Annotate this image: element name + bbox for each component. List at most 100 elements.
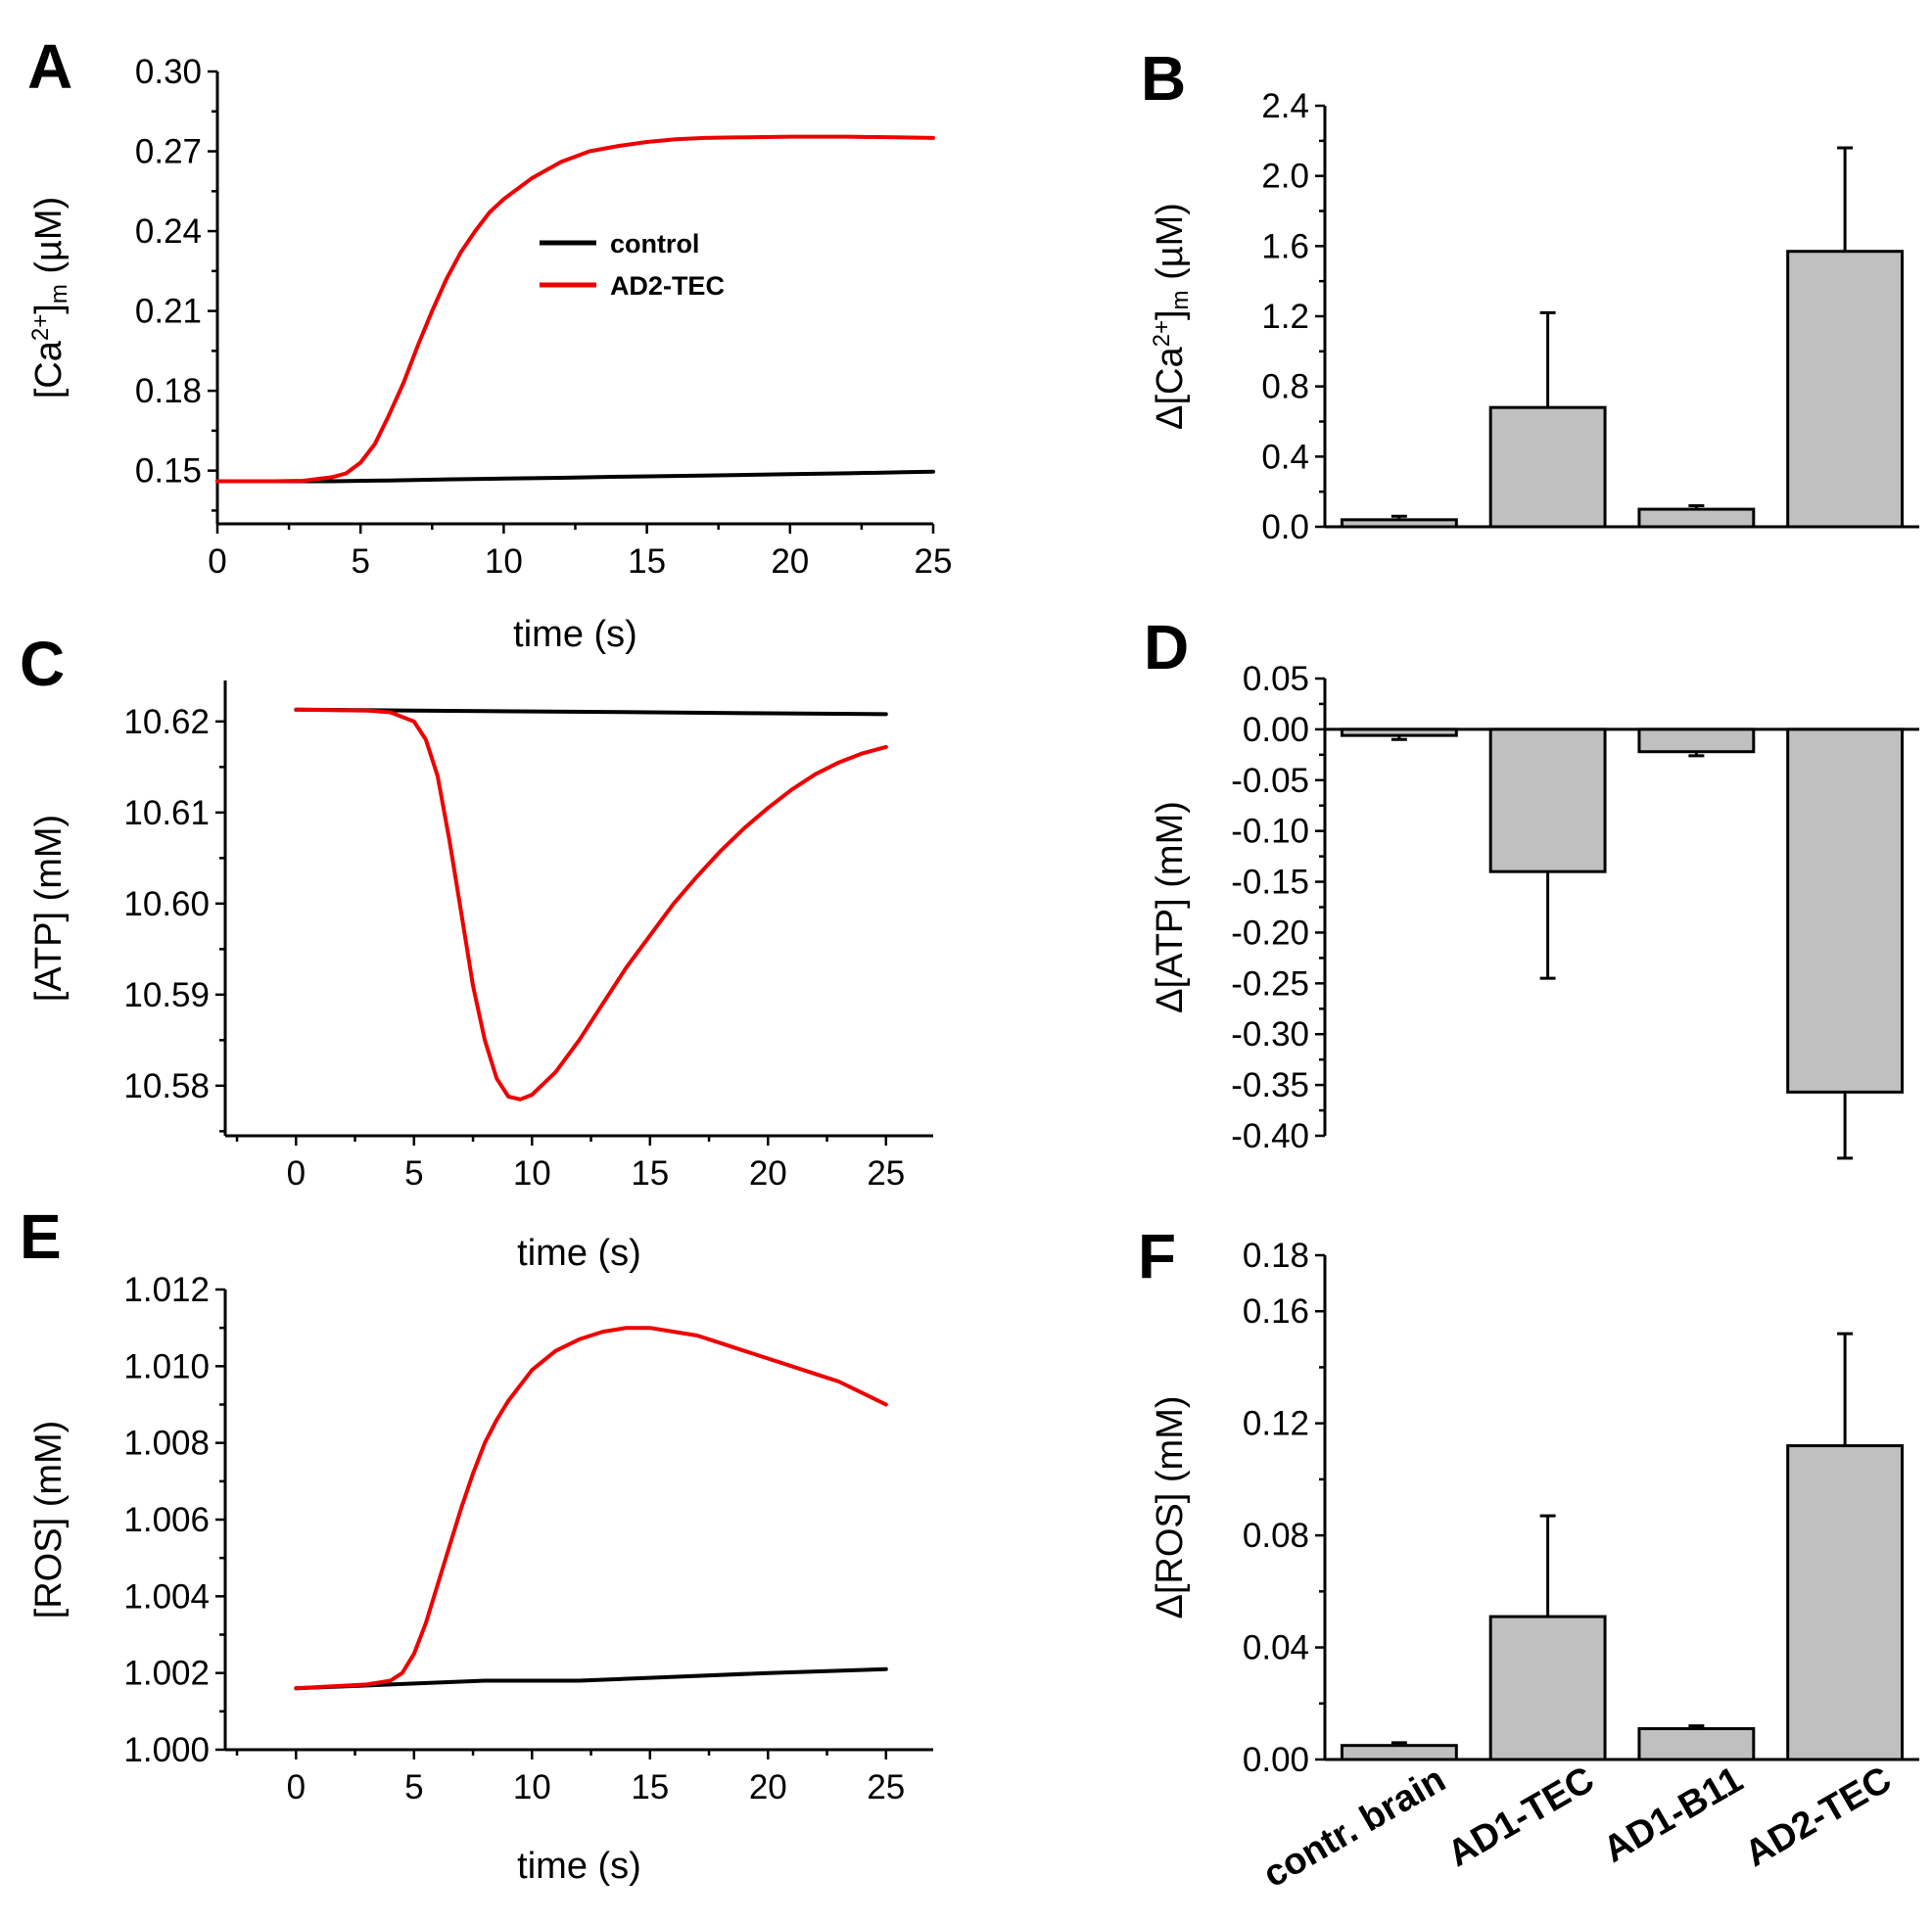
y-axis-title-f: Δ[ROS] (mM) <box>1150 1395 1191 1618</box>
y-axis-title-main: [Ca <box>28 340 70 399</box>
x-tick-label-a: 5 <box>351 542 369 581</box>
y-tick-label-d: -0.05 <box>1231 762 1309 800</box>
x-tick-label-e: 20 <box>749 1768 787 1806</box>
x-category-label-f: AD1-TEC <box>1441 1759 1602 1875</box>
y-tick-label-a: 0.24 <box>135 212 202 251</box>
bar-d <box>1340 727 1458 737</box>
x-tick-label-a: 25 <box>915 542 953 581</box>
bar-d <box>1637 727 1756 754</box>
y-axis-title-text: Δ[ATP] (mM) <box>1150 801 1191 1013</box>
y-axis-title-c: [ATP] (mM) <box>28 815 70 1002</box>
x-category-label-f: contr. brain <box>1256 1759 1452 1896</box>
y-tick-label-c: 10.59 <box>123 976 210 1014</box>
y-tick-label-f: 0.12 <box>1243 1405 1309 1443</box>
bar-d <box>1786 727 1905 1094</box>
x-tick-label-e: 5 <box>404 1768 423 1806</box>
y-axis-title-text: [ROS] (mM) <box>28 1421 70 1619</box>
y-tick-label-d: -0.20 <box>1231 914 1309 952</box>
y-axis-title-unit: (µM) <box>1150 203 1191 290</box>
x-category-label-f: AD2-TEC <box>1738 1759 1899 1875</box>
x-tick-label-e: 10 <box>513 1768 551 1806</box>
x-tick-label-a: 0 <box>208 542 226 581</box>
x-tick-label-c: 0 <box>287 1154 306 1193</box>
x-axis-title-a: time (s) <box>513 614 637 655</box>
series-line-control <box>215 469 935 484</box>
x-tick-label-c: 20 <box>749 1154 787 1193</box>
y-axis-title-sub: m <box>46 284 72 304</box>
y-axis-title-b: Δ[Ca2+]m (µM) <box>1149 203 1194 430</box>
panel-letter-e: E <box>20 1201 62 1272</box>
y-tick-label-e: 1.002 <box>123 1655 210 1693</box>
y-tick-label-d: -0.30 <box>1231 1015 1309 1054</box>
y-axis-title-sup: 2+ <box>1149 320 1175 347</box>
x-axis-title-c: time (s) <box>517 1233 641 1274</box>
legend-label: control <box>610 229 700 258</box>
y-tick-label-d: 0.00 <box>1243 711 1309 749</box>
series-line-ad2-tec <box>294 1326 888 1691</box>
series-line-control <box>294 1666 888 1691</box>
panel-letter-f: F <box>1138 1221 1176 1291</box>
y-tick-label-e: 1.012 <box>123 1271 210 1309</box>
y-axis-title-unit: (µM) <box>28 197 70 284</box>
series-line-control <box>294 707 888 717</box>
y-axis-title-text: [ATP] (mM) <box>28 815 70 1002</box>
panel-letter-d: D <box>1144 612 1189 682</box>
x-tick-label-c: 10 <box>513 1154 551 1193</box>
y-tick-label-b: 2.0 <box>1261 158 1309 196</box>
y-tick-label-f: 0.16 <box>1243 1292 1309 1331</box>
y-tick-label-d: -0.40 <box>1231 1117 1309 1155</box>
legend-label: AD2-TEC <box>610 271 725 301</box>
y-tick-label-e: 1.010 <box>123 1347 210 1385</box>
x-tick-label-e: 15 <box>631 1768 669 1806</box>
panel-letter-c: C <box>20 629 65 699</box>
x-tick-label-a: 15 <box>628 542 666 581</box>
y-tick-label-e: 1.008 <box>123 1425 210 1463</box>
x-tick-label-a: 20 <box>771 542 809 581</box>
y-tick-label-a: 0.30 <box>135 53 202 91</box>
y-axis-title-close: ] <box>28 304 70 314</box>
bar-b <box>1637 507 1756 529</box>
x-tick-label-a: 10 <box>485 542 523 581</box>
y-tick-label-b: 1.2 <box>1261 298 1309 336</box>
y-tick-label-c: 10.60 <box>123 885 210 923</box>
bar-f <box>1340 1744 1458 1761</box>
y-tick-label-f: 0.18 <box>1243 1237 1309 1275</box>
y-tick-label-b: 0.0 <box>1261 508 1309 546</box>
series-line-ad2-tec <box>215 134 935 484</box>
y-tick-label-a: 0.27 <box>135 133 202 171</box>
svg-text:[Ca2+]m (µM): [Ca2+]m (µM) <box>27 197 72 399</box>
y-tick-label-f: 0.08 <box>1243 1517 1309 1555</box>
y-tick-label-e: 1.004 <box>123 1577 210 1616</box>
y-tick-label-e: 1.000 <box>123 1731 210 1769</box>
series-line-ad2-tec <box>294 707 888 1102</box>
y-tick-label-a: 0.21 <box>135 293 202 331</box>
y-tick-label-c: 10.61 <box>123 794 210 832</box>
bar-f <box>1786 1444 1905 1761</box>
y-tick-label-a: 0.15 <box>135 452 202 491</box>
x-axis-title-e: time (s) <box>517 1846 641 1887</box>
svg-text:Δ[Ca2+]m (µM): Δ[Ca2+]m (µM) <box>1149 203 1194 430</box>
y-tick-label-d: 0.05 <box>1243 660 1309 698</box>
y-axis-title-close: ] <box>1150 309 1191 320</box>
y-tick-label-c: 10.58 <box>123 1067 210 1105</box>
bar-b <box>1340 518 1458 529</box>
bar-b <box>1786 250 1905 529</box>
y-axis-title-text: Δ[ROS] (mM) <box>1150 1395 1191 1618</box>
y-tick-label-f: 0.04 <box>1243 1629 1309 1667</box>
panel-letter-a: A <box>27 31 72 102</box>
bar-d <box>1488 727 1607 873</box>
x-tick-label-c: 15 <box>631 1154 669 1193</box>
y-tick-label-c: 10.62 <box>123 703 210 741</box>
y-tick-label-d: -0.25 <box>1231 964 1309 1003</box>
panel-letter-b: B <box>1141 43 1186 114</box>
y-tick-label-d: -0.15 <box>1231 864 1309 902</box>
y-tick-label-a: 0.18 <box>135 372 202 410</box>
y-tick-label-b: 2.4 <box>1261 87 1309 125</box>
x-tick-label-c: 25 <box>867 1154 905 1193</box>
y-axis-title-d: Δ[ATP] (mM) <box>1150 801 1191 1013</box>
x-tick-label-e: 0 <box>287 1768 306 1806</box>
y-tick-label-b: 0.4 <box>1261 438 1309 476</box>
x-tick-label-c: 5 <box>404 1154 423 1193</box>
x-category-label-f: AD1-B11 <box>1597 1759 1750 1871</box>
